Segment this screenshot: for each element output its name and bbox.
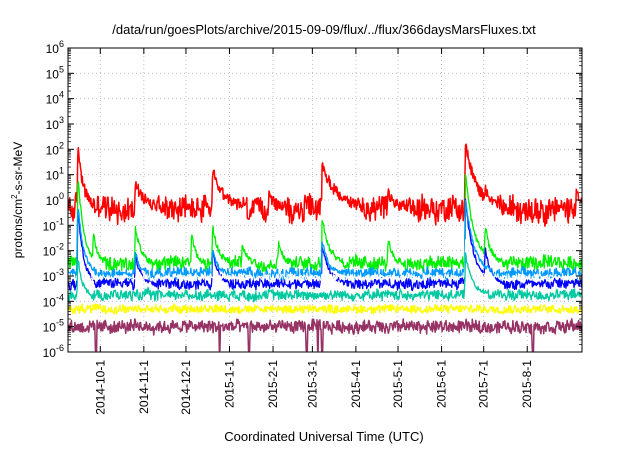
axes-layer: 10-6 10-5 10-4 10-3 10-2 10-1 100 101 102 103 104 1… [43, 39, 583, 415]
y-axis-label: protons/cm2-s-sr-MeV [10, 142, 25, 258]
x-tick-label: 2015-6-1 [435, 360, 449, 408]
x-tick-label: 2015-8-1 [520, 360, 534, 408]
series-line-6 [67, 303, 583, 315]
series-line-4 [67, 239, 583, 283]
y-tick-label: 10-3 [43, 267, 64, 284]
series-line-1 [67, 173, 583, 273]
x-tick-label: 2015-3-1 [305, 360, 319, 408]
x-tick-label: 2014-11-1 [137, 360, 151, 414]
series-line-5 [67, 252, 583, 303]
x-tick-label: 2014-12-1 [179, 360, 193, 415]
y-tick-label: 104 [46, 90, 64, 107]
y-tick-label: 101 [46, 166, 64, 183]
x-axis-label: Coordinated Universal Time (UTC) [224, 429, 423, 444]
x-tick-label: 2015-4-1 [349, 360, 363, 408]
y-tick-label: 10-6 [43, 343, 64, 360]
y-tick-label: 10-2 [43, 242, 64, 259]
y-tick-label: 10-1 [43, 216, 64, 233]
chart-title: /data/run/goesPlots/archive/2015-09-09/f… [112, 22, 536, 37]
x-tick-label: 2014-10-1 [93, 360, 107, 415]
y-tick-label: 103 [46, 115, 64, 132]
y-tick-label: 102 [46, 140, 64, 157]
y-tick-label: 10-5 [43, 318, 64, 335]
y-axis-label-main: protons/cm [11, 199, 25, 258]
series-line-2 [67, 198, 583, 292]
y-axis-label-superscript: 2 [10, 194, 19, 199]
svg-text:protons/cm2-s-sr-MeV: protons/cm2-s-sr-MeV [10, 142, 25, 258]
y-tick-label: 100 [46, 191, 64, 208]
series-line-3 [67, 199, 583, 282]
y-axis-label-tail: -s-sr-MeV [11, 142, 25, 195]
plot-frame [67, 47, 583, 353]
series-line-0 [67, 143, 583, 227]
x-tick-label: 2015-5-1 [391, 360, 405, 408]
x-tick-label: 2015-7-1 [477, 360, 491, 408]
x-tick-label: 2015-1-1 [223, 360, 237, 408]
series-line-7 [67, 318, 583, 352]
y-tick-label: 105 [46, 64, 64, 81]
y-tick-label: 106 [46, 39, 64, 56]
x-tick-label: 2015-2-1 [266, 360, 280, 408]
series-layer [67, 143, 583, 352]
y-tick-label: 10-4 [43, 292, 64, 309]
